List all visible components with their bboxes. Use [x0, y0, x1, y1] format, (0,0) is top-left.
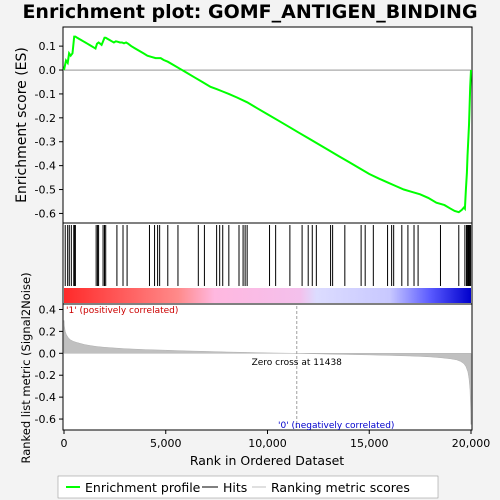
es-y-tick-label: -0.5	[35, 184, 56, 197]
rank-x-tick-label: 10,000	[248, 437, 287, 450]
metric-y-tick-label: 0.0	[39, 347, 57, 360]
rank-x-axis-label: Rank in Ordered Dataset	[190, 453, 344, 468]
es-y-tick-label: 0.1	[39, 40, 57, 53]
metric-y-tick-label: 0.4	[39, 303, 57, 316]
metric-y-tick-label: -0.4	[35, 391, 56, 404]
rank-x-axis: 0 5,000 10,000 15,000 20,000	[61, 430, 491, 450]
metric-panel-frame	[62, 303, 473, 431]
legend-enrichment-label: Enrichment profile	[85, 480, 201, 495]
metric-y-tick-label: -0.6	[35, 413, 56, 426]
metric-y-axis: 0.4 0.2 0.0 -0.2 -0.4 -0.6	[35, 303, 63, 426]
es-y-tick-label: -0.6	[35, 207, 56, 220]
legend-metric-label: Ranking metric scores	[271, 480, 410, 495]
chart-title: Enrichment plot: GOMF_ANTIGEN_BINDING	[22, 1, 477, 23]
rank-x-tick-label: 0	[61, 437, 68, 450]
es-y-tick-label: 0.0	[39, 64, 57, 77]
es-y-tick-label: -0.2	[35, 112, 56, 125]
es-y-axis-label: Enrichment score (ES)	[14, 47, 30, 203]
negative-correlation-label: '0' (negatively correlated)	[278, 421, 394, 431]
metric-y-tick-label: -0.2	[35, 369, 56, 382]
es-y-tick-label: -0.3	[35, 136, 56, 149]
es-y-tick-label: -0.1	[35, 88, 56, 101]
es-panel: 0.1 0.0 -0.1 -0.2 -0.3 -0.4 -0.5 -0.6 Enrichmen…	[14, 26, 473, 224]
positive-correlation-label: '1' (positively correlated)	[66, 306, 178, 316]
rank-x-tick-label: 20,000	[452, 437, 491, 450]
ranked-list-color-bar	[64, 288, 471, 303]
metric-y-axis-label: Ranked list metric (Signal2Noise)	[19, 272, 33, 463]
rank-x-tick-label: 15,000	[350, 437, 389, 450]
es-panel-frame	[62, 26, 473, 224]
legend-box	[57, 475, 439, 499]
rank-x-tick-label: 5,000	[150, 437, 182, 450]
hits-panel	[62, 222, 473, 305]
ranking-metric-area	[63, 320, 472, 425]
hit-markers	[64, 225, 472, 286]
metric-y-tick-label: 0.2	[39, 325, 57, 338]
legend: Enrichment profile Hits Ranking metric s…	[57, 475, 439, 499]
es-y-axis: 0.1 0.0 -0.1 -0.2 -0.3 -0.4 -0.5 -0.6	[35, 40, 63, 220]
legend-hits-label: Hits	[223, 480, 247, 495]
es-y-tick-label: -0.4	[35, 160, 56, 173]
zero-cross-label: Zero cross at 11438	[252, 358, 343, 368]
metric-panel: 0.4 0.2 0.0 -0.2 -0.4 -0.6 Zero cross at 1143…	[19, 272, 490, 468]
enrichment-profile-line	[63, 35, 472, 214]
